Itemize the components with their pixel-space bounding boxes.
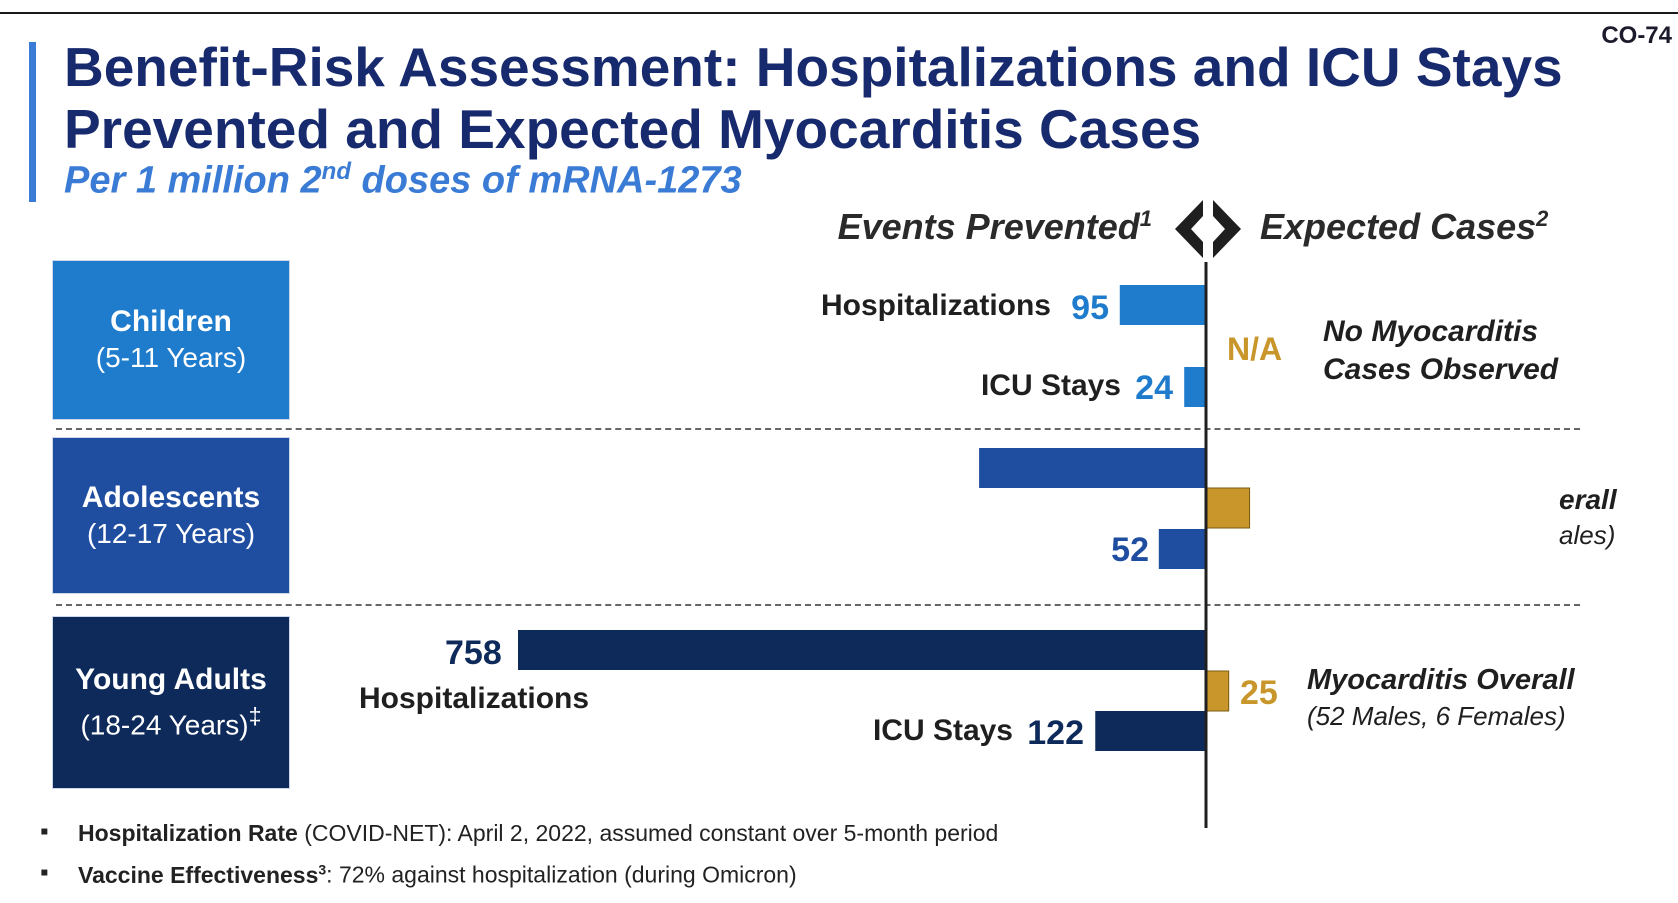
group-age: (5-11 Years) xyxy=(95,342,247,373)
header-left-sup: 1 xyxy=(1139,206,1152,231)
young-icu-label: ICU Stays xyxy=(872,714,1013,747)
children-note-line1: No Myocarditis xyxy=(1323,315,1539,348)
young-myocarditis-value: 25 xyxy=(1240,674,1278,712)
header-right-sup: 2 xyxy=(1536,206,1549,231)
group-box-young-adults: Young Adults (18-24 Years)‡ xyxy=(52,616,290,789)
divergence-arrows-icon xyxy=(1175,200,1241,258)
young-hosp-label: Hospitalizations xyxy=(359,682,590,715)
group-age: (12-17 Years) xyxy=(86,517,256,549)
group-name: Young Adults xyxy=(75,662,267,696)
children-hosp-value: 95 xyxy=(1071,289,1109,327)
young-hosp-value: 758 xyxy=(445,634,502,672)
footnote-text: : 72% against hospitalization (during Om… xyxy=(326,861,797,888)
children-note-line2: Cases Observed xyxy=(1323,353,1559,386)
group-name: Adolescents xyxy=(81,480,261,514)
children-hosp-label: Hospitalizations xyxy=(820,289,1051,322)
young-icu-value: 122 xyxy=(1027,714,1084,752)
adolescents-note-line1: erall xyxy=(1559,484,1617,515)
bar-adolescents-myocarditis xyxy=(1205,487,1251,529)
page-title: Benefit-Risk Assessment: Hospitalization… xyxy=(64,36,1604,160)
children-myocarditis-na: N/A xyxy=(1227,331,1283,367)
header-expected-cases: Expected Cases2 xyxy=(1260,206,1548,248)
subtitle-post: doses of mRNA-1273 xyxy=(350,159,742,202)
header-right-text: Expected Cases xyxy=(1260,206,1537,247)
right-arrow-icon xyxy=(1213,200,1241,258)
adolescents-note-line2: ales) xyxy=(1559,520,1616,550)
header-events-prevented: Events Prevented1 xyxy=(838,206,1152,248)
group-divider xyxy=(56,428,1580,430)
group-age: (18-24 Years)‡ xyxy=(53,698,289,743)
group-divider xyxy=(56,604,1580,606)
young-note-line1: Myocarditis Overall xyxy=(1307,664,1575,696)
group-box-adolescents: Adolescents (12-17 Years) xyxy=(52,437,290,594)
footnote-bold-sup: 3 xyxy=(318,861,327,877)
young-note-line2: (52 Males, 6 Females) xyxy=(1307,701,1566,731)
bar-young-adults-myocarditis xyxy=(1205,670,1230,712)
bar-adolescents-icu-stays xyxy=(1158,529,1206,569)
footnote-text: (COVID-NET): April 2, 2022, assumed cons… xyxy=(297,820,999,846)
slide-number: CO-74 xyxy=(1601,22,1672,49)
footnote-bold-text: Vaccine Effectiveness xyxy=(78,861,319,888)
subtitle-sup: nd xyxy=(321,158,351,185)
left-arrow-icon xyxy=(1175,200,1203,258)
footnote-bold: Vaccine Effectiveness3 xyxy=(78,861,327,888)
title-accent-bar xyxy=(29,42,36,202)
top-rule xyxy=(0,12,1678,14)
footnote-vaccine-effectiveness: Vaccine Effectiveness3: 72% against hosp… xyxy=(40,859,998,889)
group-name: Children xyxy=(110,305,232,338)
title-line-1: Benefit-Risk Assessment: Hospitalization… xyxy=(64,36,1563,98)
footnote-hospitalization-rate: Hospitalization Rate (COVID-NET): April … xyxy=(40,818,999,847)
bar-adolescents-hospitalizations xyxy=(979,448,1206,488)
bar-young-adults-hospitalizations xyxy=(518,630,1206,670)
bar-children-hospitalizations xyxy=(1119,285,1206,325)
subtitle: Per 1 million 2nd doses of mRNA-1273 xyxy=(64,158,742,203)
group-age-sup: ‡ xyxy=(248,702,262,729)
footnote-bold: Hospitalization Rate xyxy=(78,820,298,846)
adolescents-icu-value: 52 xyxy=(1111,531,1149,569)
bar-young-adults-icu-stays xyxy=(1095,711,1206,751)
bar-children-icu-stays xyxy=(1184,367,1206,407)
footnotes: Hospitalization Rate (COVID-NET): April … xyxy=(40,818,999,903)
header-left-text: Events Prevented xyxy=(837,206,1140,247)
subtitle-pre: Per 1 million 2 xyxy=(64,159,322,202)
children-icu-value: 24 xyxy=(1135,369,1173,407)
group-box-children: Children (5-11 Years) xyxy=(52,260,290,420)
group-age-text: (18-24 Years) xyxy=(80,709,249,741)
children-icu-label: ICU Stays xyxy=(980,369,1121,402)
title-line-2: Prevented and Expected Myocarditis Cases xyxy=(64,98,1202,160)
